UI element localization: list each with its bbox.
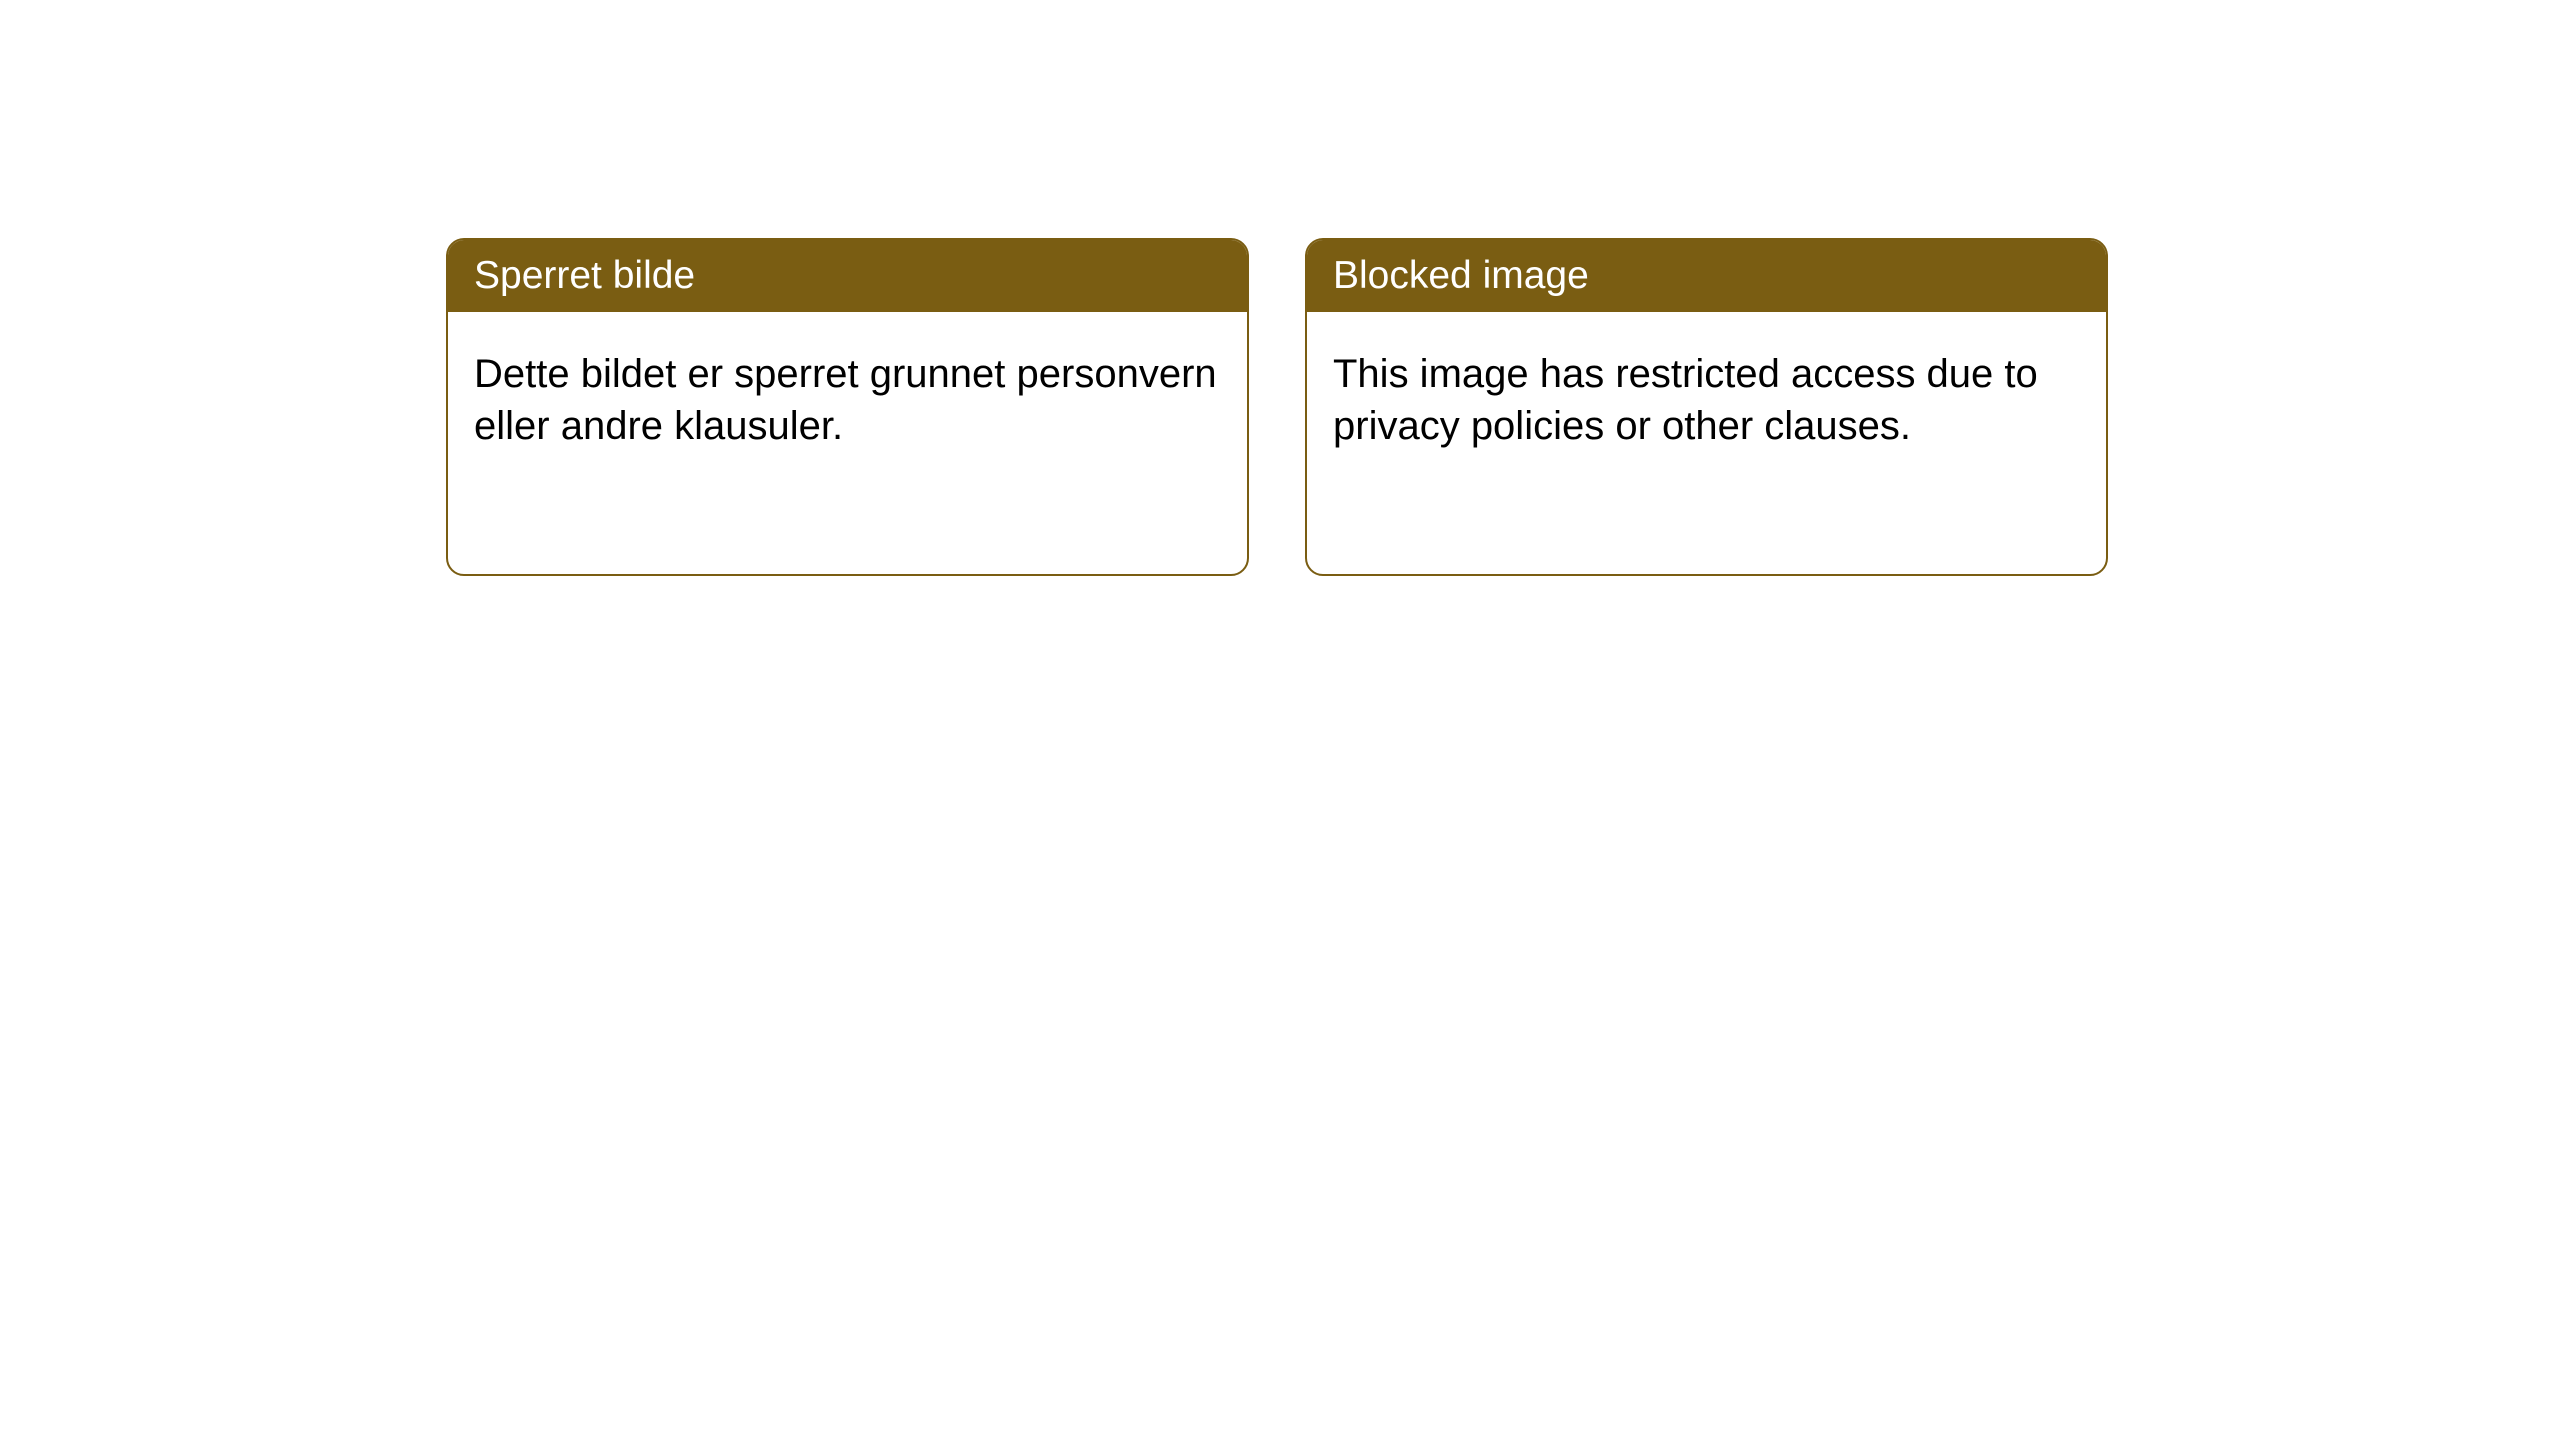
blocked-image-card-no: Sperret bilde Dette bildet er sperret gr… (446, 238, 1249, 576)
blocked-image-card-en: Blocked image This image has restricted … (1305, 238, 2108, 576)
card-body-no: Dette bildet er sperret grunnet personve… (448, 312, 1247, 488)
card-title-no: Sperret bilde (448, 240, 1247, 312)
card-container: Sperret bilde Dette bildet er sperret gr… (0, 0, 2560, 576)
card-title-en: Blocked image (1307, 240, 2106, 312)
card-body-en: This image has restricted access due to … (1307, 312, 2106, 488)
